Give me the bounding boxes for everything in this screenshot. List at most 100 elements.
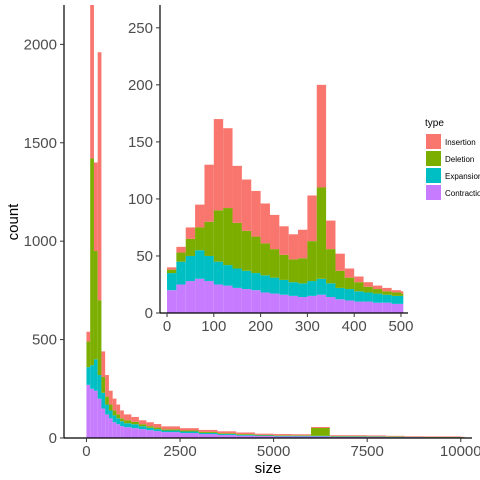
inset-bar-deletion-440 <box>372 289 383 294</box>
main-bar-contraction-300 <box>97 398 102 438</box>
inset-bar-expansion-300 <box>307 281 317 296</box>
main-bar-expansion-600 <box>108 410 113 419</box>
main-bar-deletion-5000 <box>273 435 293 436</box>
main-bar-insertion-600 <box>108 390 113 405</box>
main-bar-deletion-2500 <box>180 430 199 432</box>
main-x-tick-label: 5000 <box>257 443 290 460</box>
inset-bar-insertion-360 <box>335 253 345 271</box>
main-bar-deletion-1600 <box>146 426 154 428</box>
main-bar-contraction-3000 <box>198 434 218 438</box>
main-bar-contraction-400 <box>101 408 106 438</box>
inset-bar-deletion-280 <box>298 258 308 284</box>
main-bar-deletion-5500 <box>292 435 312 436</box>
inset-y-tick-label: 100 <box>128 191 153 208</box>
main-bar-expansion-3000 <box>198 432 218 435</box>
main-bar-deletion-700 <box>112 410 117 416</box>
inset-bar-insertion-320 <box>316 84 327 188</box>
inset-bar-insertion-200 <box>260 203 270 244</box>
inset-bar-expansion-400 <box>354 291 364 302</box>
main-bar-deletion-600 <box>108 404 113 411</box>
inset-bar-deletion-500 <box>400 293 404 296</box>
inset-bar-contraction-80 <box>204 281 214 313</box>
inset-bar-contraction-200 <box>260 292 270 313</box>
inset-bar-contraction-380 <box>344 300 355 313</box>
inset-bar-contraction-320 <box>316 294 327 313</box>
inset-bar-insertion-300 <box>307 195 317 242</box>
inset-x-tick-label: 300 <box>295 318 320 335</box>
inset-bar-deletion-40 <box>185 238 196 256</box>
main-bar-expansion-700 <box>112 415 117 423</box>
main-bar-expansion-200 <box>93 359 98 391</box>
inset-bar-expansion-60 <box>195 250 205 279</box>
main-bar-deletion-500 <box>105 396 109 405</box>
main-bar-deletion-200 <box>93 251 98 360</box>
inset-bar-expansion-280 <box>298 283 308 298</box>
main-bar-deletion-100 <box>90 158 94 366</box>
main-axes <box>60 5 472 442</box>
main-bars <box>86 5 465 438</box>
main-bar-insertion-3500 <box>217 431 237 434</box>
main-y-tick-label: 1000 <box>24 233 57 250</box>
main-bar-contraction-1600 <box>146 430 154 438</box>
inset-bar-expansion-480 <box>391 295 401 304</box>
inset-bar-expansion-500 <box>400 295 404 304</box>
inset-bar-insertion-160 <box>241 179 252 231</box>
inset-bar-contraction-240 <box>279 294 289 313</box>
inset-x-tick-label: 100 <box>201 318 226 335</box>
main-x-tick-label: 0 <box>82 443 90 460</box>
inset-bar-deletion-380 <box>344 277 355 290</box>
main-bar-deletion-4000 <box>236 434 255 435</box>
inset-bar-insertion-80 <box>204 164 214 222</box>
main-bar-contraction-6000 <box>311 436 330 438</box>
inset-x-tick-label: 400 <box>342 318 367 335</box>
inset-bar-deletion-420 <box>363 286 373 293</box>
main-x-tick-label: 7500 <box>351 443 384 460</box>
inset-bar-deletion-300 <box>307 241 317 282</box>
main-bar-contraction-5000 <box>273 436 293 438</box>
inset-bar-contraction-400 <box>354 301 364 313</box>
inset-bar-contraction-180 <box>251 290 261 313</box>
main-bar-insertion-8500 <box>404 436 424 437</box>
inset-bar-contraction-440 <box>372 302 383 313</box>
legend-swatch-contraction <box>426 185 441 200</box>
main-bar-expansion-3500 <box>217 434 237 436</box>
main-bar-insertion-8000 <box>385 435 405 437</box>
inset-bar-deletion-120 <box>223 208 233 266</box>
main-bar-contraction-1800 <box>153 431 162 438</box>
main-bar-insertion-900 <box>120 410 124 419</box>
inset-bar-expansion-340 <box>326 283 336 298</box>
inset-bar-expansion-320 <box>316 278 327 295</box>
inset-bar-contraction-0 <box>167 290 177 313</box>
inset-bar-deletion-20 <box>176 252 186 262</box>
inset-bar-expansion-120 <box>223 265 233 286</box>
main-bar-expansion-900 <box>120 421 124 427</box>
main-bar-contraction-4000 <box>236 435 255 438</box>
main-bar-expansion-4500 <box>254 435 274 437</box>
main-x-tick-label: 10000 <box>440 443 480 460</box>
legend-title: type <box>425 118 444 129</box>
inset-bar-expansion-420 <box>363 292 373 302</box>
legend-label-contraction: Contraction <box>445 189 480 198</box>
inset-bar-insertion-480 <box>391 290 401 293</box>
inset-bar-deletion-480 <box>391 292 401 296</box>
main-bar-deletion-300 <box>97 300 102 376</box>
main-bar-deletion-3500 <box>217 433 237 435</box>
inset-bar-deletion-0 <box>167 269 177 274</box>
inset-bar-insertion-400 <box>354 276 364 283</box>
y-axis-title: count <box>5 203 22 241</box>
main-bar-contraction-800 <box>116 424 121 438</box>
inset-bar-contraction-260 <box>288 295 299 313</box>
main-bar-expansion-5500 <box>292 435 312 437</box>
inset-bar-expansion-380 <box>344 289 355 301</box>
main-bar-insertion-7000 <box>348 435 368 437</box>
inset-bar-expansion-80 <box>204 255 214 282</box>
inset-bar-expansion-200 <box>260 275 270 293</box>
inset-bar-deletion-360 <box>335 270 345 288</box>
main-bar-expansion-0 <box>86 367 91 385</box>
main-bar-insertion-2500 <box>180 428 199 431</box>
main-bar-contraction-5500 <box>292 436 312 438</box>
main-bar-deletion-3000 <box>198 431 218 433</box>
main-bar-contraction-600 <box>108 418 113 438</box>
main-bar-deletion-1000 <box>123 420 132 424</box>
main-bar-insertion-1600 <box>146 422 154 427</box>
